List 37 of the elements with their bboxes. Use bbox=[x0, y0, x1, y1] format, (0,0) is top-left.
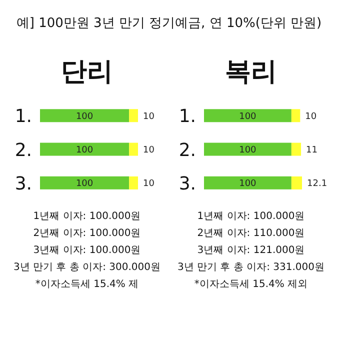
text: 1년째 이자: 100.000원 bbox=[196, 210, 306, 224]
text: 예] 100만원 3년 만기 정기예금, 연 10%(단위 만원) bbox=[15, 15, 323, 32]
text: *이자소득세 15.4% 제 bbox=[34, 278, 140, 292]
y-tick-label: 1. bbox=[14, 106, 32, 128]
text: 3년 만기 후 총 이자: 331.000원 bbox=[178, 261, 324, 275]
text: 3년째 이자: 100.000원 bbox=[32, 244, 142, 258]
y-tick-label: 3. bbox=[178, 174, 196, 195]
bar bbox=[204, 176, 292, 190]
data-label: 10 bbox=[143, 145, 155, 156]
bar bbox=[204, 109, 292, 122]
data-label: 100 bbox=[76, 145, 94, 156]
y-tick-label: 2. bbox=[14, 140, 32, 161]
data-label: 10 bbox=[143, 112, 155, 122]
data-label: 10 bbox=[305, 112, 317, 122]
chart-subtitle: 복리 bbox=[225, 56, 277, 89]
y-tick-label: 2. bbox=[178, 140, 196, 161]
y-tick-label: 3. bbox=[14, 174, 32, 195]
text: 2년째 이자: 100.000원 bbox=[32, 227, 142, 241]
bar bbox=[291, 109, 300, 122]
text: 1년째 이자: 100.000원 bbox=[32, 210, 142, 224]
chart-subtitle: 단리 bbox=[61, 56, 113, 89]
data-label: 100 bbox=[76, 112, 94, 122]
y-tick-label: 1. bbox=[178, 106, 196, 128]
text: *이자소득세 15.4% 제외 bbox=[193, 278, 309, 292]
bar bbox=[291, 176, 302, 190]
data-label: 100 bbox=[239, 145, 257, 156]
text: 3년째 이자: 121.000원 bbox=[196, 244, 306, 258]
bar bbox=[204, 142, 292, 156]
data-label: 10 bbox=[143, 179, 155, 190]
data-label: 100 bbox=[239, 179, 257, 190]
data-label: 100 bbox=[239, 112, 257, 122]
data-label: 11 bbox=[306, 145, 318, 156]
text: 3년 만기 후 총 이자: 300.000원 bbox=[14, 261, 160, 275]
data-label: 100 bbox=[76, 179, 94, 190]
data-label: 12.1 bbox=[307, 179, 328, 190]
text: 2년째 이자: 110.000원 bbox=[196, 227, 306, 241]
bar bbox=[291, 142, 302, 156]
